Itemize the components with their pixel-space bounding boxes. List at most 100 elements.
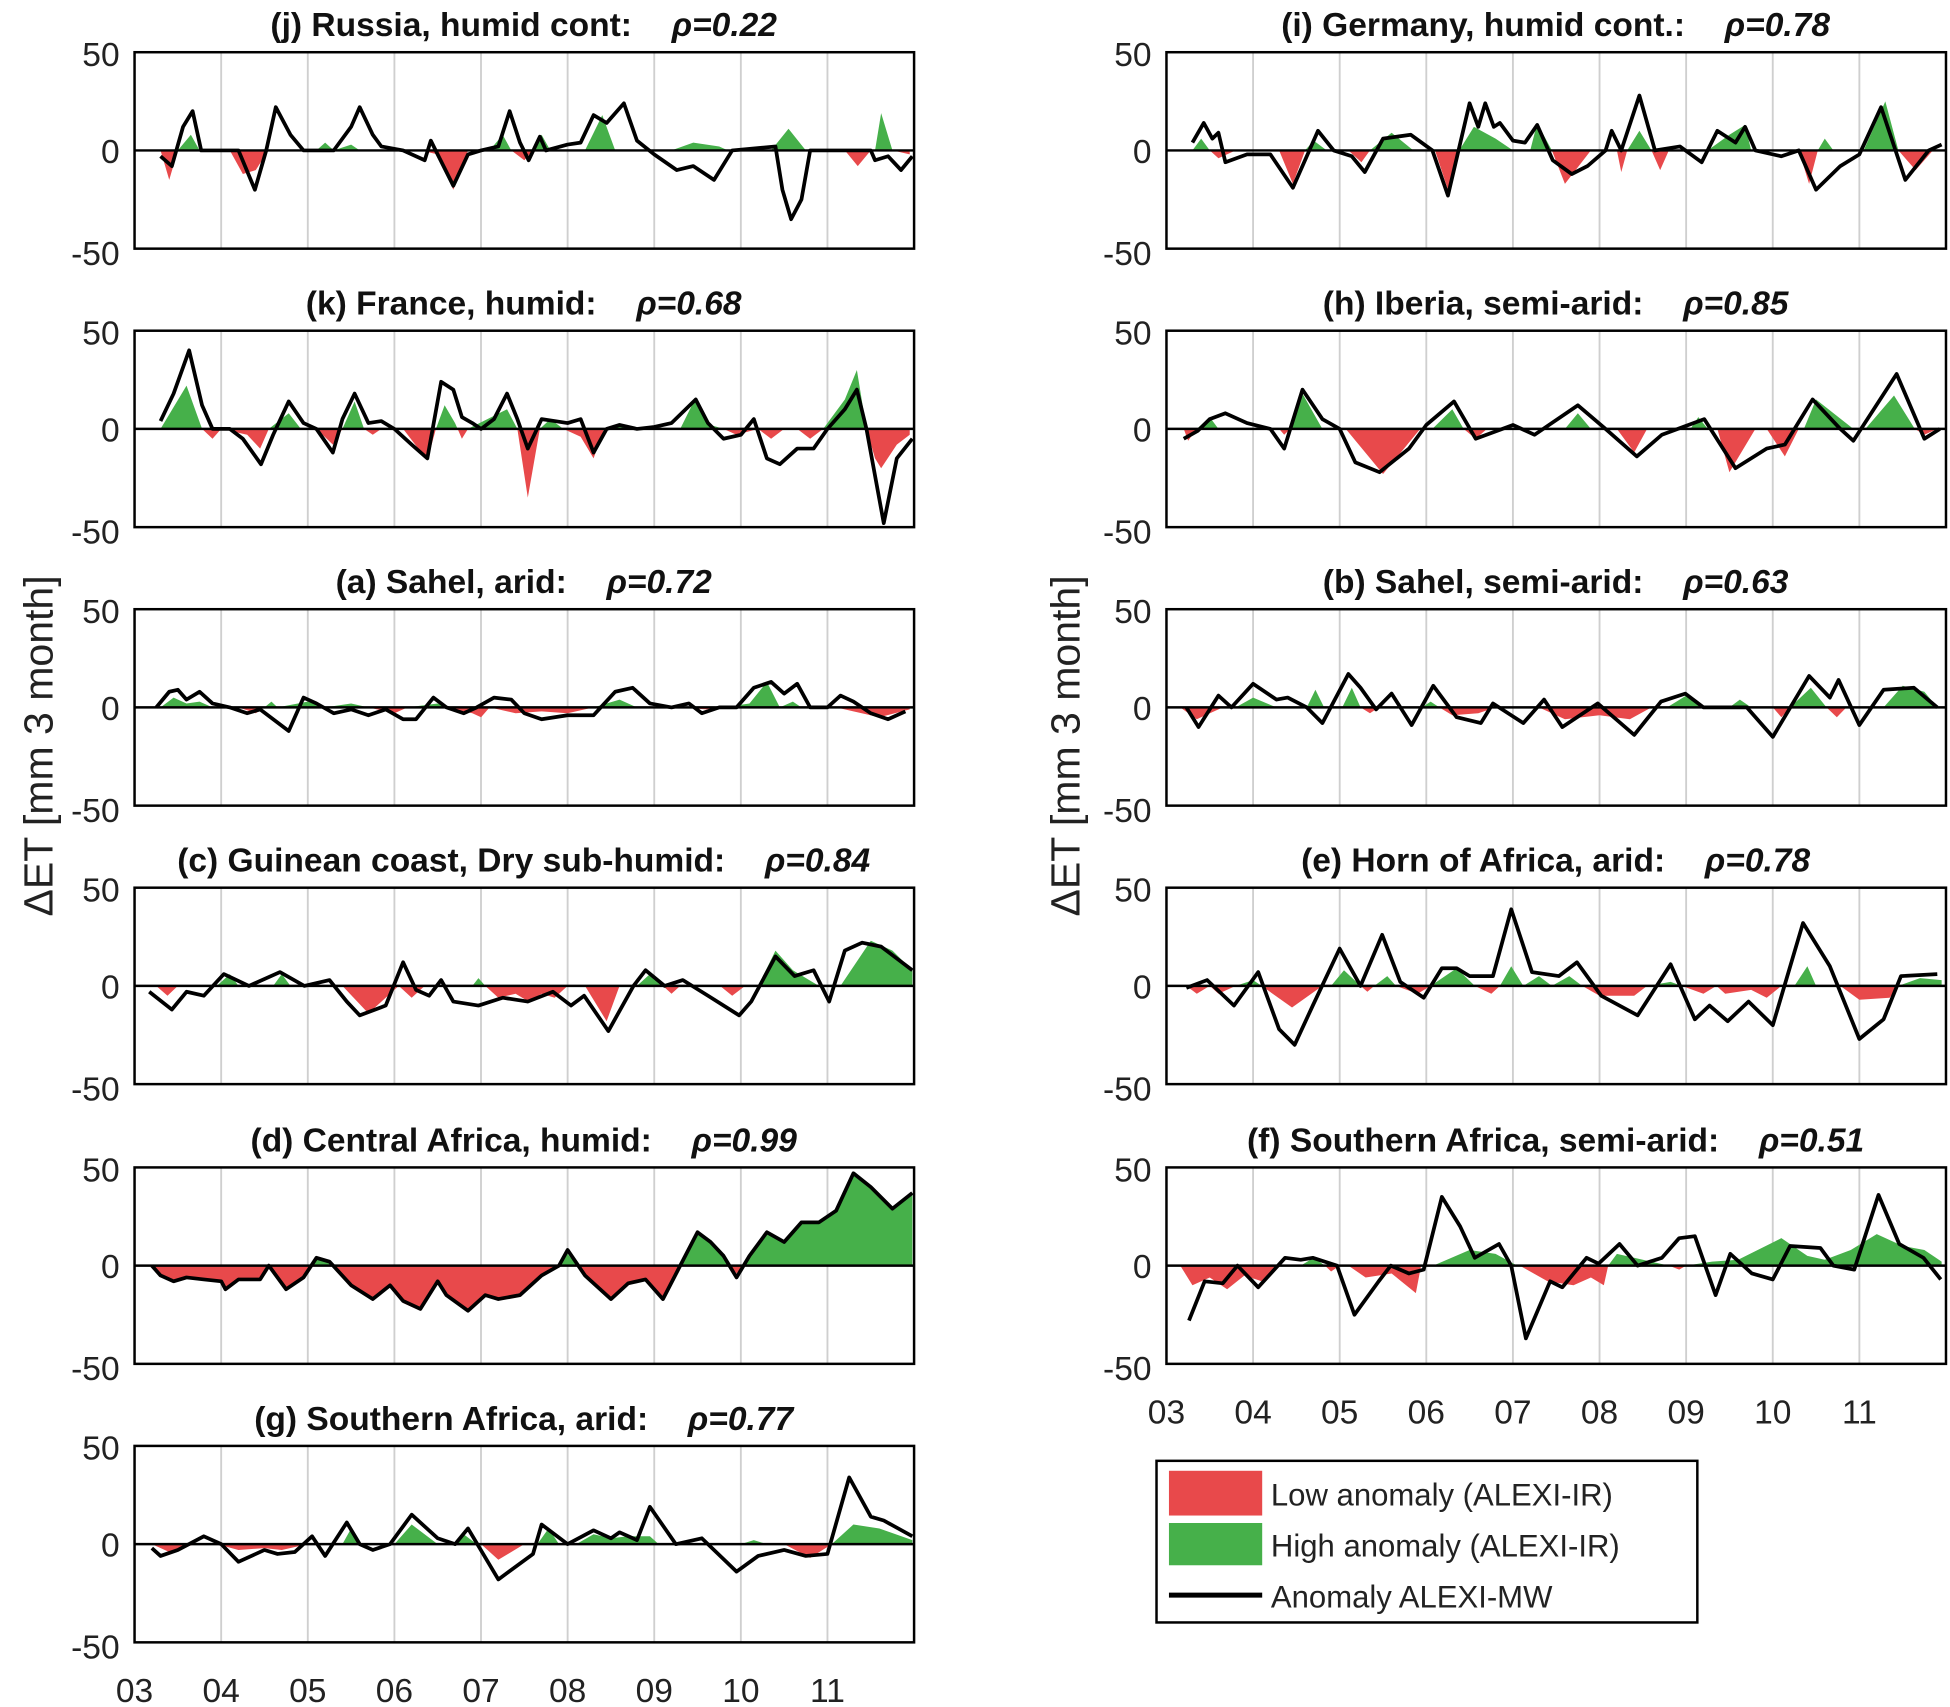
panel-title-text: (g) Southern Africa, arid: — [254, 1401, 648, 1438]
panel-b: 50 0 -50 (b) Sahel, semi-arid: ρ=0.63 — [1103, 564, 1948, 830]
low-anomaly-area — [156, 985, 913, 1022]
panel-title: (i) Germany, humid cont.: ρ=0.78 — [1281, 7, 1830, 44]
mw-anomaly-line — [1185, 907, 1938, 1047]
low-anomaly-area — [1180, 1265, 1687, 1294]
low-anomaly-area — [1209, 150, 1933, 190]
panel-correlation: ρ=0.84 — [764, 843, 871, 880]
panel-title: (b) Sahel, semi-arid: ρ=0.63 — [1323, 564, 1789, 601]
y-tick-label: 50 — [82, 1152, 119, 1189]
y-tick-label: -50 — [71, 236, 120, 273]
y-tick-label: -50 — [1103, 236, 1152, 273]
x-tick-label: 11 — [810, 1673, 845, 1707]
y-tick-label: -50 — [71, 514, 120, 551]
panel-j: 50 0 -50 (j) Russia, humid cont: ρ=0.22 — [71, 7, 916, 273]
panel-k: 50 0 -50 (k) France, humid: ρ=0.68 — [71, 286, 916, 551]
low-anomaly-area — [151, 1544, 913, 1560]
low-anomaly-area — [160, 707, 910, 718]
legend-swatch-low — [1168, 1470, 1263, 1516]
y-tick-label: -50 — [71, 1630, 120, 1667]
panel-i: 50 0 -50 (i) Germany, humid cont.: ρ=0.78 — [1103, 7, 1948, 273]
mw-anomaly-line — [1184, 672, 1939, 739]
y-tick-label: 0 — [101, 691, 120, 728]
y-tick-label: -50 — [1103, 793, 1152, 830]
plot-frame — [1165, 1166, 1948, 1366]
legend-label-line: Anomaly ALEXI-MW — [1271, 1580, 1553, 1615]
y-tick-label: 0 — [1133, 413, 1152, 450]
mw-anomaly-line — [1190, 93, 1943, 198]
panel-title-text: (i) Germany, humid cont.: — [1281, 7, 1685, 44]
y-tick-label: 50 — [1114, 873, 1151, 910]
x-tick-label: 09 — [1667, 1395, 1704, 1432]
high-anomaly-area — [151, 1175, 913, 1266]
low-anomaly-area — [1186, 985, 1942, 1008]
plot-frame — [133, 607, 916, 807]
y-tick-label: 50 — [1114, 316, 1151, 353]
panel-title-text: (e) Horn of Africa, arid: — [1301, 843, 1665, 880]
panel-title: (e) Horn of Africa, arid: ρ=0.78 — [1301, 843, 1810, 880]
y-tick-label: -50 — [1103, 514, 1152, 551]
panel-correlation: ρ=0.99 — [691, 1122, 798, 1159]
y-tick-label: 0 — [101, 413, 120, 450]
panel-title: (f) Southern Africa, semi-arid: ρ=0.51 — [1247, 1122, 1864, 1159]
panel-correlation: ρ=0.51 — [1758, 1122, 1864, 1159]
x-tick-label: 09 — [636, 1673, 673, 1707]
x-tick-label: 06 — [1408, 1395, 1445, 1432]
plot-frame — [133, 886, 916, 1086]
panel-title-text: (b) Sahel, semi-arid: — [1323, 564, 1644, 601]
panel-title: (d) Central Africa, humid: ρ=0.99 — [251, 1122, 798, 1159]
y-tick-label: 50 — [1114, 594, 1151, 631]
panel-title-text: (k) France, humid: — [306, 286, 597, 323]
panel-h: 50 0 -50 (h) Iberia, semi-arid: ρ=0.85 — [1103, 286, 1948, 551]
high-anomaly-area — [160, 681, 910, 708]
mw-anomaly-line — [1187, 1193, 1943, 1341]
plot-frame — [133, 1444, 916, 1644]
legend: Low anomaly (ALEXI-IR) High anomaly (ALE… — [1155, 1459, 1699, 1624]
panel-title-text: (h) Iberia, semi-arid: — [1323, 286, 1644, 323]
mw-anomaly-line — [150, 1171, 914, 1313]
y-tick-label: -50 — [1103, 1071, 1152, 1108]
mw-anomaly-line — [1182, 372, 1941, 475]
x-tick-label: 04 — [203, 1673, 240, 1707]
y-tick-label: 50 — [82, 873, 119, 910]
legend-label-low: Low anomaly (ALEXI-IR) — [1271, 1478, 1613, 1513]
low-anomaly-area — [1180, 707, 1938, 720]
mw-anomaly-line — [154, 680, 907, 733]
panel-title: (k) France, humid: ρ=0.68 — [306, 286, 742, 323]
y-tick-label: 0 — [1133, 691, 1152, 728]
y-tick-label: 50 — [82, 594, 119, 631]
y-axis-label-right: ΔET [mm 3 month] — [1042, 575, 1088, 916]
y-tick-label: 50 — [1114, 37, 1151, 74]
mw-anomaly-line — [148, 940, 914, 1033]
x-tick-label: 07 — [462, 1673, 499, 1707]
plot-frame — [133, 50, 916, 250]
panel-f: 50 0 -50 (f) Southern Africa, semi-arid: ρ=0… — [1103, 1122, 1948, 1432]
panel-title: (g) Southern Africa, arid: ρ=0.77 — [254, 1401, 794, 1438]
high-anomaly-area — [1186, 966, 1942, 986]
y-axis-label-left: ΔET [mm 3 month] — [15, 575, 61, 916]
panel-correlation: ρ=0.68 — [635, 286, 742, 323]
x-tick-label: 08 — [549, 1673, 586, 1707]
y-tick-label: 50 — [82, 316, 119, 353]
panel-title: (c) Guinean coast, Dry sub-humid: ρ=0.84 — [177, 843, 870, 880]
panel-e: 50 0 -50 (e) Horn of Africa, arid: ρ=0.78 — [1103, 843, 1948, 1108]
plot-frame — [133, 1166, 916, 1366]
plot-frame — [133, 329, 916, 529]
x-tick-label: 08 — [1581, 1395, 1618, 1432]
y-tick-label: 0 — [1133, 1249, 1152, 1286]
low-anomaly-area — [151, 1265, 743, 1311]
panel-title: (h) Iberia, semi-arid: ρ=0.85 — [1323, 286, 1790, 323]
x-tick-label: 06 — [376, 1673, 413, 1707]
plot-frame — [1165, 607, 1948, 807]
panel-title-text: (a) Sahel, arid: — [336, 564, 567, 601]
plot-frame — [1165, 329, 1948, 529]
panel-title-text: (c) Guinean coast, Dry sub-humid: — [177, 843, 725, 880]
panel-g: 50 0 -50 (g) Southern Africa, arid: ρ=0.77 03… — [71, 1401, 916, 1707]
y-tick-label: -50 — [1103, 1351, 1152, 1388]
y-tick-label: 0 — [101, 1249, 120, 1286]
y-tick-label: 0 — [101, 1528, 120, 1565]
high-anomaly-area — [1180, 685, 1938, 708]
high-anomaly-area — [1180, 1234, 1942, 1266]
legend-label-high: High anomaly (ALEXI-IR) — [1271, 1529, 1620, 1564]
x-tick-label: 07 — [1494, 1395, 1531, 1432]
